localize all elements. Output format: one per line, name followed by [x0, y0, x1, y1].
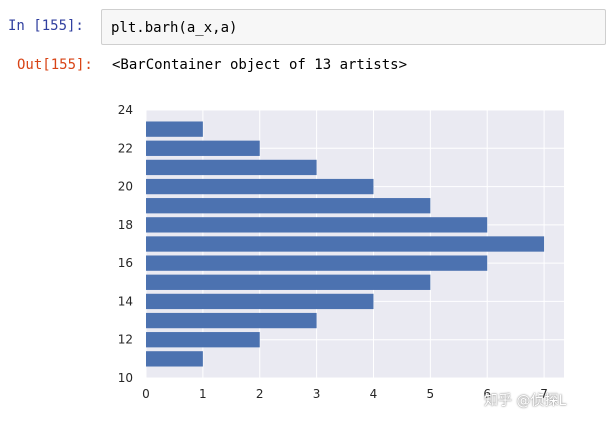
y-tick-label: 16	[118, 256, 133, 270]
y-tick-label: 24	[118, 103, 133, 117]
output-text: <BarContainer object of 13 artists>	[112, 57, 408, 73]
bar	[146, 236, 545, 252]
x-tick-label: 5	[427, 387, 435, 401]
x-tick-label: 0	[142, 387, 150, 401]
x-tick-label: 1	[199, 387, 207, 401]
bar	[146, 178, 374, 195]
x-tick-label: 2	[256, 387, 264, 401]
bar	[146, 332, 260, 348]
bar	[146, 274, 431, 290]
y-tick-labels: 10 12 14 16 18 20 22 24	[118, 103, 133, 385]
x-tick-label: 6	[483, 387, 491, 401]
x-tick-label: 7	[540, 387, 548, 401]
bar	[146, 255, 488, 271]
y-tick-label: 22	[118, 141, 133, 155]
bars	[146, 121, 545, 367]
bar	[146, 351, 203, 367]
bar	[146, 159, 317, 176]
bar	[146, 312, 317, 329]
bar	[146, 217, 488, 233]
x-tick-label: 4	[370, 387, 378, 401]
bar	[146, 293, 374, 310]
watermark: 知乎 @侦探L	[484, 393, 567, 409]
code-line[interactable]: plt.barh(a_x,a)	[111, 20, 238, 36]
x-tick-labels: 0 1 2 3 4 5 6 7	[142, 387, 548, 401]
input-prompt: In [155]:	[8, 18, 84, 34]
code-cell[interactable]: plt.barh(a_x,a)	[101, 9, 606, 45]
y-tick-label: 10	[118, 371, 133, 385]
output-prompt: Out[155]:	[17, 57, 93, 73]
bar	[146, 140, 260, 156]
y-tick-label: 18	[118, 218, 133, 232]
bar	[146, 121, 203, 137]
bar	[146, 198, 431, 214]
x-tick-label: 3	[313, 387, 321, 401]
y-tick-label: 12	[118, 333, 133, 347]
y-tick-label: 20	[118, 180, 133, 194]
y-tick-label: 14	[118, 294, 133, 308]
